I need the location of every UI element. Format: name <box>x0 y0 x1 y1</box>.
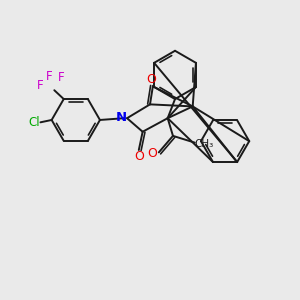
Text: F: F <box>37 79 44 92</box>
Text: O: O <box>146 74 156 86</box>
Text: F: F <box>46 70 52 83</box>
Text: O: O <box>147 147 157 160</box>
Text: N: N <box>116 111 127 124</box>
Text: O: O <box>134 150 144 163</box>
Text: CH₃: CH₃ <box>194 139 213 149</box>
Text: F: F <box>58 71 64 84</box>
Text: Cl: Cl <box>29 116 40 129</box>
